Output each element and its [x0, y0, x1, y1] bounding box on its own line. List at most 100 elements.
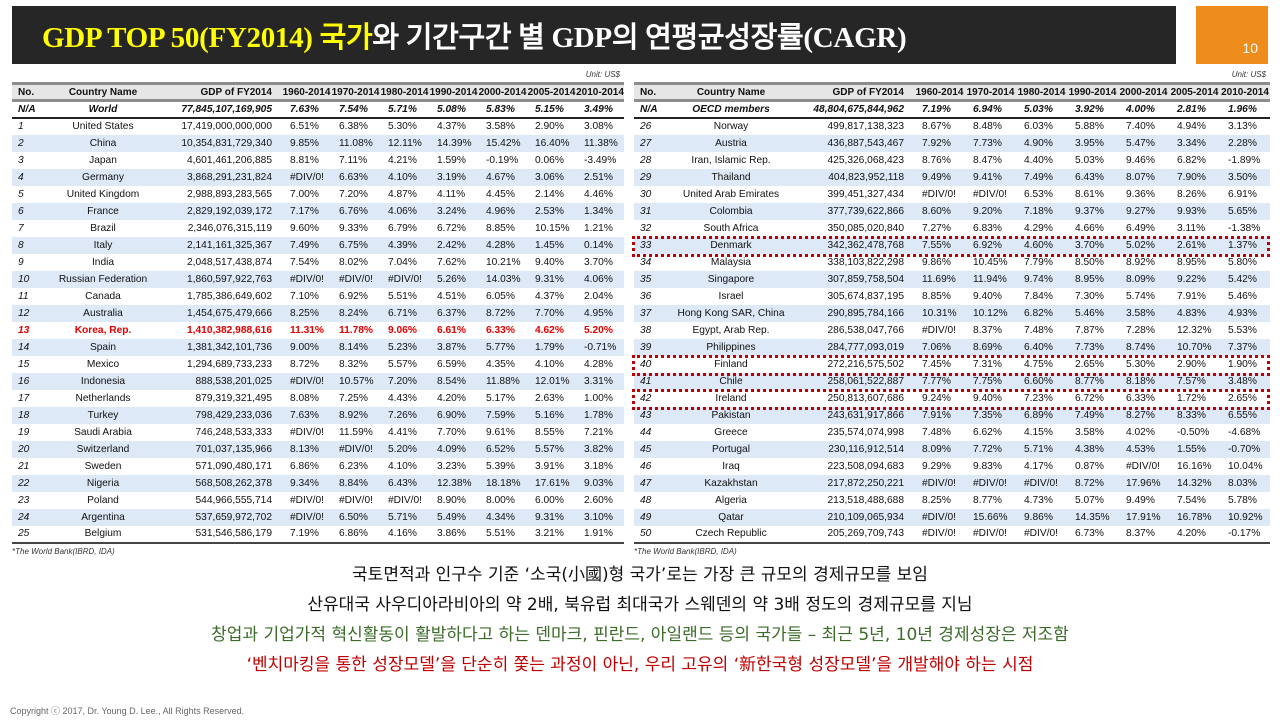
cell-cagr: 4.66%: [1075, 222, 1104, 234]
cell-cagr: 8.33%: [1169, 406, 1220, 424]
cell-gdp: 230,116,912,514: [796, 440, 914, 458]
cell-cagr: 1.45%: [527, 236, 576, 254]
cell-cagr: 6.83%: [973, 222, 1002, 234]
cell-cagr: 7.91%: [914, 406, 965, 424]
cell-cagr: 4.09%: [429, 440, 478, 458]
header-row: No. Country Name GDP of FY2014 1960-2014 197…: [634, 82, 1270, 102]
cell-name: Argentina: [44, 508, 162, 526]
table-row: 20 Switzerland 701,037,135,966 8.13% #DIV/0!…: [12, 440, 624, 458]
cell-no: 32: [640, 222, 652, 234]
cell-no: 10: [12, 270, 44, 288]
cell-cagr: 8.14%: [331, 338, 380, 356]
cell-cagr: 4.40%: [1024, 154, 1053, 166]
column-header: 1980-2014: [1016, 82, 1067, 102]
cell-cagr: 5.26%: [429, 270, 478, 288]
cell-no: 37: [634, 304, 666, 322]
cell-cagr: 5.74%: [1126, 290, 1155, 302]
cell-cagr: 7.84%: [1024, 290, 1053, 302]
cell-cagr: 5.15%: [527, 100, 576, 119]
cell-cagr: #DIV/0!: [1126, 460, 1160, 472]
cell-cagr: 8.72%: [478, 304, 527, 322]
cell-gdp: 284,777,093,019: [796, 338, 914, 356]
cell-cagr: 4.20%: [1169, 525, 1220, 544]
cell-cagr: 5.20%: [380, 440, 429, 458]
column-header: No.: [12, 82, 44, 102]
cell-cagr: 14.03%: [478, 270, 527, 288]
table-row: 23 Poland 544,966,555,714 #DIV/0! #DIV/0! #DI…: [12, 492, 624, 509]
cell-cagr: 7.40%: [1126, 121, 1155, 132]
cell-cagr: 2.14%: [535, 188, 564, 200]
cell-cagr: 8.81%: [290, 154, 319, 166]
cell-cagr: 4.21%: [388, 154, 417, 166]
cell-name: United Kingdom: [66, 188, 140, 200]
cell-cagr: 10.31%: [914, 304, 965, 322]
cell-cagr: 6.33%: [486, 324, 515, 336]
column-header: 2005-2014: [1169, 82, 1220, 102]
cell-gdp: 205,269,709,743: [796, 525, 914, 544]
cell-cagr: 8.27%: [1118, 406, 1169, 424]
cell-cagr: 1.21%: [584, 222, 613, 234]
cell-cagr: 11.38%: [576, 134, 624, 152]
cell-gdp: 4,601,461,206,885: [187, 154, 272, 166]
cell-cagr: 0.87%: [1075, 460, 1104, 472]
cell-cagr: 8.72%: [1067, 474, 1118, 492]
cell-name: Norway: [713, 121, 749, 132]
cell-cagr: 9.40%: [973, 392, 1002, 404]
cell-cagr: 7.92%: [914, 134, 965, 152]
column-header: GDP of FY2014: [796, 82, 914, 102]
cell-name: Russian Federation: [44, 270, 162, 288]
cell-cagr: 5.39%: [486, 460, 515, 472]
cell-cagr: 4.34%: [478, 508, 527, 526]
cell-gdp: 568,508,262,378: [162, 474, 282, 492]
note-line-4: ‘벤치마킹을 통한 성장모델’을 단순히 쫓는 과정이 아닌, 우리 고유의 ‘…: [246, 655, 1034, 675]
table-row: 30 United Arab Emirates 399,451,327,434 #DI…: [634, 186, 1270, 203]
cell-cagr: 8.95%: [1067, 270, 1118, 288]
cell-cagr: #DIV/0!: [331, 440, 380, 458]
table-row: 27 Austria 436,887,543,467 7.92% 7.73% 4.90% 3…: [634, 134, 1270, 152]
cell-cagr: 3.10%: [576, 508, 624, 526]
cell-cagr: 4.46%: [584, 188, 613, 200]
cell-cagr: 4.35%: [486, 358, 515, 370]
cell-no: 40: [640, 358, 652, 370]
table-row: 33 Denmark 342,362,478,768 7.55% 6.92% 4.60% 3…: [634, 236, 1270, 254]
cell-cagr: 7.04%: [388, 256, 417, 268]
table-row: 32 South Africa 350,085,020,840 7.27% 6.83% 4…: [634, 220, 1270, 237]
cell-name: Poland: [87, 494, 119, 506]
cell-name: Canada: [85, 290, 121, 302]
table-row: 45 Portugal 230,116,912,514 8.09% 7.72% 5.71%…: [634, 440, 1270, 458]
note-line-3: 창업과 기업가적 혁신활동이 활발하다고 하는 덴마크, 핀란드, 아일랜드 등…: [211, 625, 1069, 645]
cell-cagr: 2.28%: [1220, 134, 1270, 152]
cell-cagr: 8.18%: [1118, 372, 1169, 390]
unit-label: Unit: US$: [1231, 70, 1266, 79]
cell-cagr: 7.11%: [339, 154, 368, 166]
cell-cagr: 3.86%: [429, 525, 478, 544]
cell-cagr: 9.49%: [1126, 494, 1155, 506]
cell-no: 50: [634, 525, 666, 544]
cell-name: Pakistan: [666, 406, 796, 424]
cell-cagr: 1.90%: [1228, 358, 1257, 370]
cell-cagr: 7.31%: [973, 358, 1002, 370]
cell-name: Algeria: [715, 494, 747, 506]
cell-no: 25: [12, 525, 44, 544]
table-row: 38 Egypt, Arab Rep. 286,538,047,766 #DIV/0!…: [634, 322, 1270, 339]
cell-cagr: 2.51%: [576, 168, 624, 186]
cell-cagr: 7.26%: [380, 406, 429, 424]
cell-cagr: 9.93%: [1169, 202, 1220, 220]
cell-cagr: 7.63%: [282, 100, 331, 119]
cell-cagr: 6.86%: [290, 460, 319, 472]
source-note: *The World Bank(IBRD, IDA): [12, 546, 115, 556]
aggregate-row: N/A OECD members 48,804,675,844,962 7.19% 6.…: [634, 100, 1270, 119]
cell-name: Czech Republic: [666, 525, 796, 544]
cell-cagr: 7.20%: [339, 188, 368, 200]
column-header: 1990-2014: [429, 82, 478, 102]
cell-cagr: 8.92%: [1126, 256, 1155, 268]
page-number-box: 10: [1196, 6, 1268, 64]
cell-cagr: 7.00%: [290, 188, 319, 200]
table-row: 34 Malaysia 338,103,822,298 9.86% 10.45% 7.79…: [634, 254, 1270, 271]
cell-no: 31: [634, 202, 666, 220]
cell-cagr: 4.62%: [535, 324, 564, 336]
cell-cagr: #DIV/0!: [914, 508, 965, 526]
table-row: 8 Italy 2,141,161,325,367 7.49% 6.75% 4.39% 2.…: [12, 236, 624, 254]
cell-name: United States: [72, 121, 134, 132]
cell-name: Australia: [44, 304, 162, 322]
